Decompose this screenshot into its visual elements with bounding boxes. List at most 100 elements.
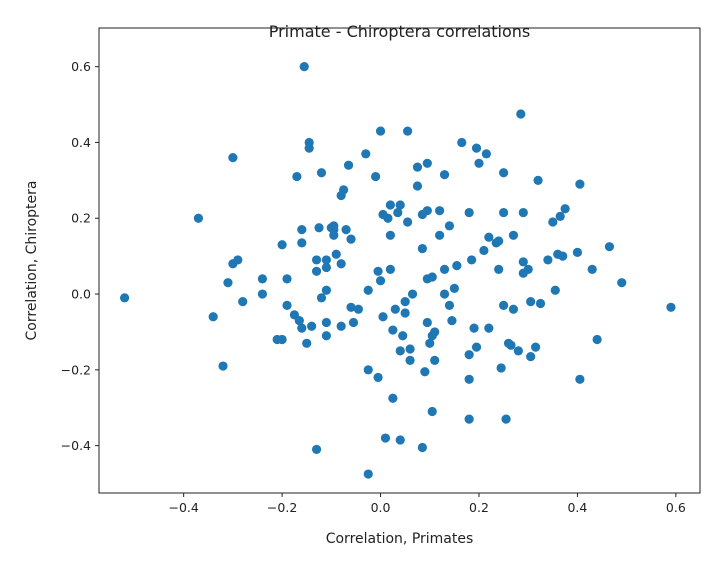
data-point: [348, 317, 359, 328]
data-point: [228, 153, 238, 163]
data-point: [373, 372, 383, 383]
data-point: [341, 225, 351, 235]
data-point: [385, 200, 395, 210]
data-point: [474, 158, 484, 168]
data-point: [316, 168, 327, 178]
data-point: [331, 249, 341, 259]
data-point: [439, 170, 450, 180]
data-point: [299, 62, 309, 72]
data-point: [346, 234, 356, 244]
data-point: [499, 168, 509, 178]
data-point: [321, 317, 332, 328]
data-point: [321, 262, 332, 273]
data-point: [550, 285, 560, 295]
data-point: [373, 266, 383, 276]
data-point: [277, 334, 287, 345]
y-tick-label: 0.4: [71, 135, 91, 150]
data-point: [223, 278, 233, 288]
data-point: [425, 338, 435, 348]
chart-title: Primate - Chiroptera correlations: [269, 22, 531, 41]
data-point: [575, 374, 585, 384]
x-tick-label: 0.4: [567, 500, 587, 515]
data-point: [119, 293, 130, 303]
data-point: [378, 312, 388, 322]
data-point: [311, 444, 322, 455]
data-point: [422, 206, 432, 216]
data-point: [405, 355, 415, 365]
data-point: [420, 367, 430, 377]
data-point: [464, 414, 474, 424]
data-point: [311, 266, 322, 276]
data-point: [516, 109, 526, 119]
data-point: [329, 230, 339, 240]
data-point: [339, 185, 349, 195]
data-point: [518, 207, 528, 218]
data-point: [297, 238, 307, 248]
data-point: [238, 297, 248, 307]
data-point: [444, 221, 455, 231]
data-point: [479, 245, 489, 256]
data-point: [471, 143, 482, 153]
data-point: [388, 325, 398, 335]
x-axis: −0.4 −0.2 0.0 0.2 0.4 0.6: [168, 493, 686, 515]
data-point: [471, 342, 482, 352]
data-point: [297, 323, 307, 333]
data-point: [587, 264, 597, 275]
y-tick-label: 0.2: [71, 211, 91, 226]
data-point: [572, 247, 583, 257]
data-point: [329, 221, 339, 231]
data-point: [575, 179, 585, 189]
data-point: [380, 433, 391, 443]
data-point: [467, 255, 477, 265]
data-point: [422, 158, 432, 168]
data-point: [494, 264, 504, 275]
data-point: [457, 137, 467, 148]
data-point: [464, 350, 474, 360]
data-point: [321, 285, 332, 295]
data-point: [417, 243, 427, 254]
data-point: [452, 261, 462, 271]
data-point: [412, 162, 423, 172]
data-point: [321, 255, 332, 265]
data-point: [311, 255, 322, 265]
data-point: [469, 323, 479, 333]
data-point: [422, 317, 432, 328]
data-point: [518, 257, 528, 267]
data-point: [513, 346, 523, 356]
data-point: [400, 308, 410, 318]
data-point: [506, 340, 516, 350]
data-point: [292, 171, 302, 182]
data-point: [560, 204, 570, 214]
data-point: [390, 304, 400, 314]
data-point: [449, 283, 459, 293]
y-tick-label: 0.0: [71, 287, 91, 302]
data-point: [302, 338, 312, 348]
x-tick-label: 0.0: [371, 500, 391, 515]
data-point: [257, 274, 268, 284]
data-point: [363, 285, 373, 295]
data-point: [412, 181, 423, 191]
data-point: [508, 304, 519, 314]
data-point: [617, 278, 627, 288]
data-point: [363, 365, 373, 375]
y-tick-label: −0.4: [61, 438, 91, 453]
x-tick-label: 0.6: [666, 500, 686, 515]
data-point: [592, 334, 602, 345]
data-point: [530, 342, 541, 352]
data-point: [407, 289, 418, 299]
data-point: [257, 289, 268, 299]
y-axis: −0.4 −0.2 0.0 0.2 0.4 0.6: [61, 59, 99, 453]
data-point: [353, 304, 363, 314]
data-point: [385, 264, 395, 275]
data-point: [314, 223, 324, 233]
data-point: [501, 414, 511, 424]
data-point: [375, 126, 386, 136]
data-point: [481, 149, 491, 159]
data-point: [526, 297, 536, 307]
data-point: [427, 272, 437, 282]
data-point: [395, 346, 405, 356]
data-point: [316, 293, 327, 303]
data-point: [403, 217, 413, 227]
data-point: [526, 351, 536, 362]
